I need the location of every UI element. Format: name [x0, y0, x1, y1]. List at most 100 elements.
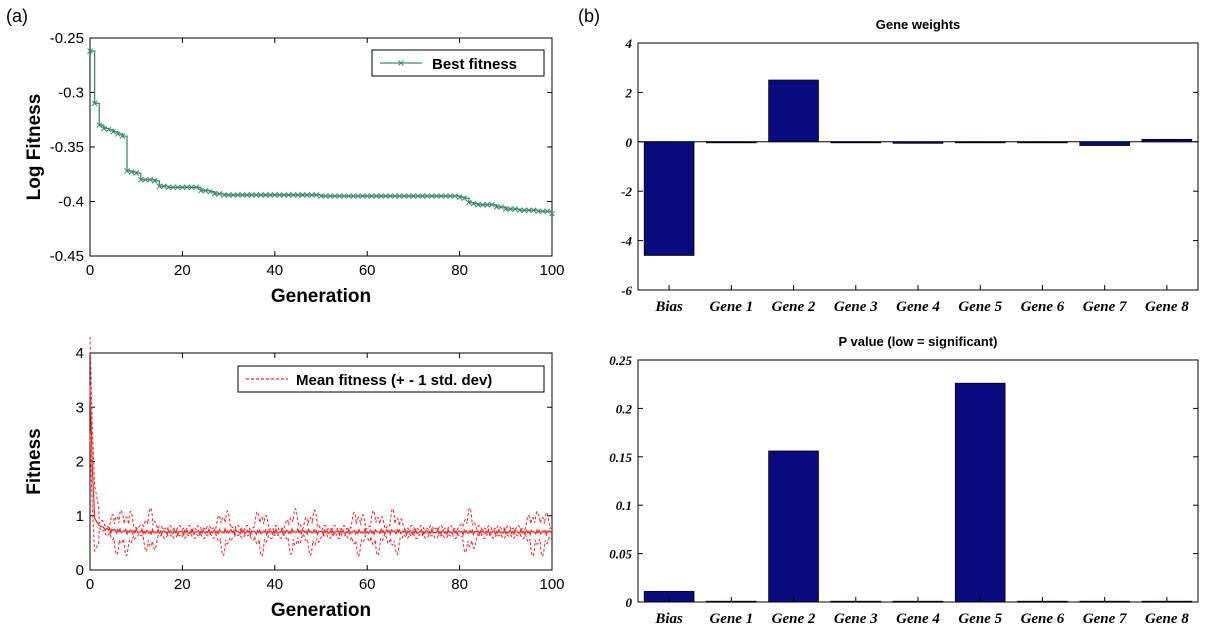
- x-tick-label: Gene 6: [1021, 611, 1065, 627]
- data-point: [234, 192, 241, 198]
- data-point: [368, 193, 375, 199]
- best-fitness-chart: 0 20 40 60 80 100 -0.45 -0.4 -0.35 -0.3 -0.25 Gener…: [24, 30, 565, 307]
- data-point: [313, 192, 320, 198]
- data-point: [502, 206, 509, 212]
- bar-gene-3: [830, 141, 882, 144]
- data-point: [405, 193, 412, 199]
- data-point: [327, 193, 334, 199]
- data-point: [479, 201, 486, 208]
- data-point: [322, 193, 329, 199]
- y-tick-label: -0.45: [50, 248, 84, 265]
- bar-gene-8: [1141, 138, 1193, 143]
- data-point: [516, 207, 523, 214]
- bar-gene-6: [1017, 141, 1068, 144]
- x-tick-label: 100: [539, 262, 564, 279]
- data-point: [355, 193, 361, 199]
- x-tick-label: Gene 5: [958, 299, 1002, 315]
- data-point: [507, 206, 514, 212]
- x-tick-label: 0: [86, 576, 94, 593]
- data-point: [262, 192, 269, 198]
- y-tick-label: 0.25: [609, 353, 632, 368]
- data-point: [165, 184, 172, 191]
- data-point: [202, 187, 209, 194]
- data-point: [401, 193, 408, 199]
- y-tick-label: -0.35: [50, 139, 84, 156]
- y-tick-label: 3: [76, 399, 84, 416]
- data-point: [221, 192, 227, 198]
- data-point: [461, 195, 468, 202]
- mean-fitness-line: [89, 385, 553, 537]
- data-point: [91, 100, 98, 107]
- bar-gene-1: [706, 141, 757, 144]
- data-point: [114, 131, 121, 137]
- data-point: [308, 192, 315, 198]
- x-tick-label: Gene 1: [709, 611, 753, 627]
- data-point: [336, 193, 343, 199]
- y-tick-label: -0.25: [50, 30, 84, 47]
- data-point: [493, 204, 500, 210]
- x-tick-label: Gene 8: [1145, 299, 1189, 315]
- data-point: [133, 170, 140, 177]
- data-point: [549, 210, 555, 217]
- data-point: [433, 193, 440, 199]
- y-tick-label: 1: [76, 508, 84, 525]
- legend-entry: Best fitness: [432, 56, 517, 73]
- data-point: [96, 122, 103, 129]
- data-point: [345, 193, 352, 199]
- data-point: [87, 48, 93, 54]
- data-point: [267, 192, 274, 198]
- y-tick-label: 0.05: [609, 547, 632, 562]
- x-tick-label: Gene 2: [772, 299, 816, 315]
- x-axis-label: Generation: [271, 600, 371, 621]
- data-point: [147, 176, 153, 183]
- data-point: [239, 192, 246, 198]
- x-tick-label: 80: [451, 576, 468, 593]
- x-tick-label: Gene 3: [834, 299, 878, 315]
- data-point: [105, 126, 112, 133]
- data-point: [535, 208, 541, 215]
- y-tick-label: -4: [621, 234, 632, 249]
- x-tick-label: Gene 2: [772, 611, 816, 627]
- data-point: [128, 169, 135, 175]
- data-point: [290, 192, 297, 198]
- x-tick-label: Bias: [654, 299, 683, 315]
- x-tick-label: Gene 7: [1083, 611, 1127, 627]
- data-point: [498, 204, 505, 210]
- y-tick-label: 2: [76, 454, 84, 471]
- lower-std-band: [89, 434, 553, 558]
- data-point: [216, 191, 223, 197]
- data-point: [258, 192, 264, 198]
- chart-title: P value (low = significant): [838, 334, 997, 349]
- x-tick-label: 20: [174, 576, 191, 593]
- y-tick-label: 4: [625, 36, 633, 51]
- data-point: [452, 193, 458, 199]
- data-point: [124, 168, 130, 174]
- data-point: [484, 201, 491, 208]
- legend-entry: Mean fitness (+ - 1 std. dev): [296, 372, 492, 389]
- x-tick-label: Gene 3: [834, 611, 878, 627]
- x-tick-label: 20: [174, 262, 191, 279]
- x-tick-label: Gene 5: [958, 611, 1002, 627]
- data-point: [119, 133, 126, 139]
- x-tick-label: 60: [359, 576, 376, 593]
- y-tick-label: 0.15: [609, 450, 632, 465]
- y-tick-label: 0: [626, 595, 633, 610]
- legend-box: [237, 365, 545, 393]
- data-point: [198, 187, 204, 194]
- data-point: [341, 193, 347, 199]
- data-point: [230, 192, 237, 198]
- x-tick-label: Gene 4: [896, 299, 940, 315]
- bar-bias: [643, 141, 695, 256]
- data-point: [101, 125, 107, 132]
- plot-frame: [637, 42, 1199, 291]
- x-tick-label: Gene 6: [1021, 299, 1065, 315]
- data-point: [304, 192, 310, 198]
- data-point: [207, 188, 213, 195]
- x-tick-label: Gene 8: [1145, 611, 1189, 627]
- y-tick-label: 0: [76, 562, 84, 579]
- data-point: [193, 184, 200, 191]
- data-point: [110, 128, 116, 135]
- data-point: [281, 192, 287, 198]
- y-axis-label: Fitness: [24, 428, 45, 495]
- data-point: [359, 193, 366, 199]
